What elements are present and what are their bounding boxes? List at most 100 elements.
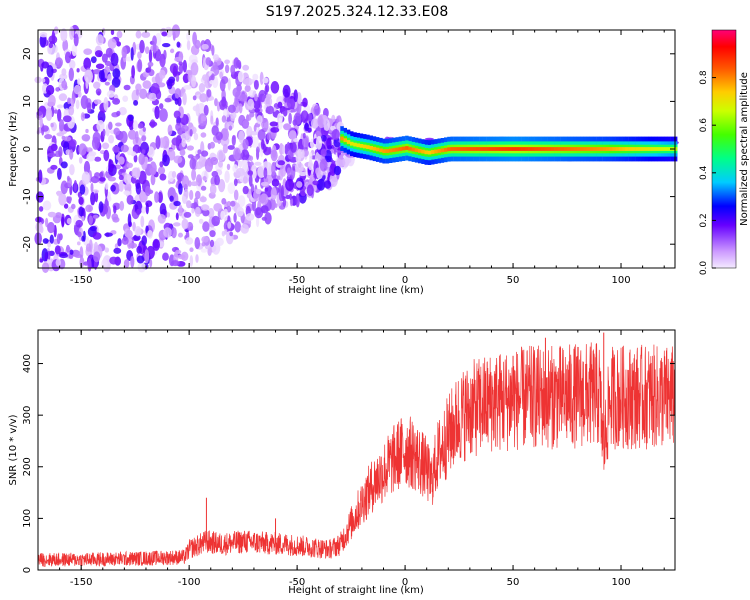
heat-cell bbox=[242, 138, 249, 150]
heat-cell bbox=[148, 64, 152, 73]
heat-cell bbox=[93, 81, 101, 89]
heat-cell bbox=[260, 205, 269, 214]
x-tick-label: 100 bbox=[611, 275, 630, 286]
heat-cell bbox=[258, 93, 266, 103]
heat-cell bbox=[155, 89, 162, 100]
heat-cell bbox=[134, 226, 142, 237]
ridge-segment bbox=[644, 147, 649, 151]
heat-cell bbox=[85, 204, 93, 213]
heat-cell bbox=[194, 206, 201, 217]
heat-cell bbox=[48, 42, 53, 49]
heat-cell bbox=[148, 92, 157, 102]
ridge-segment bbox=[382, 149, 386, 153]
heat-cell bbox=[169, 48, 175, 54]
heat-cell bbox=[242, 185, 249, 195]
heat-cell bbox=[77, 241, 81, 246]
heat-cell bbox=[190, 75, 197, 88]
heat-cell bbox=[246, 125, 253, 138]
heat-cell bbox=[221, 198, 227, 205]
heat-cell bbox=[232, 87, 241, 98]
heat-cell bbox=[193, 132, 199, 141]
ridge-segment bbox=[554, 147, 558, 151]
heat-cell bbox=[135, 89, 140, 96]
ridge-segment bbox=[618, 147, 623, 151]
heat-cell bbox=[78, 196, 84, 205]
heat-cell bbox=[67, 97, 71, 105]
heat-cell bbox=[214, 98, 218, 107]
figure-title: S197.2025.324.12.33.E08 bbox=[266, 4, 449, 20]
heat-cell bbox=[71, 203, 76, 210]
heat-cell bbox=[257, 129, 266, 141]
heat-cell bbox=[230, 112, 237, 119]
heat-cell bbox=[234, 94, 239, 108]
ridge-segment bbox=[518, 147, 522, 151]
heat-cell bbox=[119, 200, 125, 211]
heat-cell bbox=[209, 183, 217, 195]
heat-cell bbox=[298, 171, 307, 177]
heat-cell bbox=[201, 150, 209, 157]
heat-cell bbox=[210, 115, 214, 125]
ridge-segment bbox=[359, 144, 364, 148]
ridge-segment bbox=[628, 147, 633, 151]
heat-cell bbox=[202, 74, 208, 81]
heat-cell bbox=[110, 52, 119, 67]
heat-cell bbox=[219, 71, 223, 79]
heat-cell bbox=[310, 138, 315, 149]
heat-cell bbox=[219, 78, 226, 92]
heat-cell bbox=[54, 245, 61, 255]
heat-cell bbox=[198, 82, 206, 93]
ridge-segment bbox=[589, 147, 594, 151]
heat-cell bbox=[304, 122, 310, 132]
heat-cell bbox=[175, 249, 182, 254]
heat-cell bbox=[50, 164, 58, 170]
heat-cell bbox=[109, 256, 118, 265]
heat-cell bbox=[105, 47, 113, 58]
heat-cell bbox=[312, 180, 319, 186]
ridge-segment bbox=[596, 147, 600, 151]
ridge-segment bbox=[631, 147, 636, 151]
ridge-segment bbox=[602, 147, 607, 151]
heat-cell bbox=[69, 139, 77, 147]
heat-cell bbox=[93, 251, 101, 263]
heat-cell bbox=[39, 117, 43, 128]
heat-cell bbox=[285, 178, 295, 191]
heat-cell bbox=[175, 74, 180, 82]
heat-cell bbox=[338, 154, 345, 160]
ridge-segment bbox=[388, 148, 393, 153]
ridge-segment bbox=[401, 146, 406, 151]
heat-cell bbox=[44, 251, 48, 262]
heat-cell bbox=[48, 35, 58, 44]
y-tick-label: 300 bbox=[22, 406, 33, 425]
heat-cell bbox=[38, 206, 44, 212]
heat-cell bbox=[132, 120, 138, 131]
ridge-segment bbox=[625, 147, 629, 151]
x-tick-label: 100 bbox=[611, 577, 630, 588]
heat-cell bbox=[181, 175, 190, 189]
ridge-segment bbox=[635, 147, 639, 151]
heat-cell bbox=[149, 258, 153, 268]
heat-cell bbox=[173, 110, 181, 119]
ridge-segment bbox=[434, 149, 438, 154]
ridge-segment bbox=[375, 147, 380, 152]
ridge-segment bbox=[567, 147, 571, 151]
heat-cell bbox=[161, 31, 168, 37]
heat-cell bbox=[55, 212, 62, 219]
heat-cell bbox=[39, 32, 48, 38]
heat-cell bbox=[169, 195, 174, 202]
heat-cell bbox=[264, 96, 273, 107]
heat-cell bbox=[124, 182, 132, 193]
heat-cell bbox=[260, 139, 265, 150]
heat-cell bbox=[141, 149, 146, 155]
heat-cell bbox=[194, 161, 204, 170]
heat-cell bbox=[124, 173, 132, 185]
heat-cell bbox=[58, 146, 63, 158]
heat-cell bbox=[135, 30, 142, 39]
heat-cell bbox=[95, 34, 104, 46]
heat-cell bbox=[98, 70, 105, 80]
heat-cell bbox=[128, 242, 138, 249]
heat-cell bbox=[182, 92, 187, 106]
ridge-segment bbox=[456, 147, 461, 151]
heat-cell bbox=[88, 151, 97, 157]
heat-cell bbox=[203, 104, 209, 116]
ridge-segment bbox=[427, 150, 432, 155]
